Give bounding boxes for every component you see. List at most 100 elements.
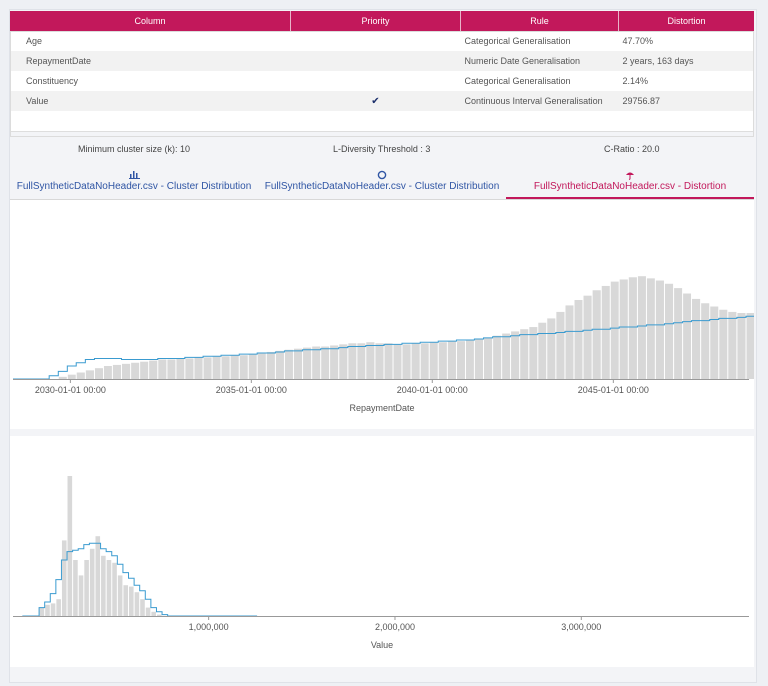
- tab-cluster-distribution-circle[interactable]: FullSyntheticDataNoHeader.csv - Cluster …: [258, 167, 506, 198]
- histogram-bar: [348, 343, 357, 379]
- histogram-bar: [484, 337, 493, 379]
- circle-icon: [258, 170, 506, 182]
- tab-label: FullSyntheticDataNoHeader.csv - Cluster …: [264, 181, 500, 192]
- histogram-bar: [129, 586, 134, 616]
- tab-distortion[interactable]: FullSyntheticDataNoHeader.csv - Distorti…: [506, 167, 754, 199]
- histogram-bar: [330, 345, 339, 379]
- histogram-bar: [185, 358, 194, 379]
- histogram-bar: [474, 338, 484, 379]
- histogram-bar: [637, 276, 646, 379]
- rule-cell: Categorical Generalisation: [464, 36, 571, 46]
- priority-cell[interactable]: [290, 51, 461, 71]
- table-row[interactable]: Constituency Categorical Generalisation …: [10, 71, 754, 91]
- histogram-bar: [619, 279, 628, 379]
- histogram-bar: [275, 350, 284, 379]
- rule-header[interactable]: Rule: [460, 11, 619, 31]
- x-tick-label: 2030-01-01 00:00: [35, 385, 106, 395]
- histogram-bar: [67, 374, 76, 379]
- histogram-bar: [465, 340, 474, 379]
- histogram-bar: [112, 364, 122, 379]
- histogram-bar: [56, 599, 61, 616]
- histogram-bar: [529, 327, 538, 379]
- histogram-bar: [411, 343, 420, 379]
- histogram-bar: [284, 349, 293, 379]
- tab-cluster-distribution-bar[interactable]: FullSyntheticDataNoHeader.csv - Cluster …: [10, 167, 258, 198]
- histogram-bar: [122, 363, 131, 379]
- histogram-bar: [664, 283, 674, 379]
- repayment-date-chart: 2030-01-01 00:00 2035-01-01 00:00 2040-01-…: [13, 276, 768, 413]
- priority-header[interactable]: Priority: [290, 11, 461, 31]
- histogram-bar: [158, 359, 167, 379]
- x-axis-title: RepaymentDate: [349, 403, 414, 413]
- priority-cell[interactable]: [291, 31, 461, 51]
- histogram-bar: [493, 335, 502, 379]
- table-empty-row: [10, 111, 754, 132]
- x-tick-label: 2040-01-01 00:00: [397, 385, 468, 395]
- priority-cell[interactable]: [291, 71, 461, 91]
- repayment-date-chart-panel: 2030-01-01 00:00 2035-01-01 00:00 2040-01-…: [10, 200, 768, 429]
- histogram-bar: [101, 555, 106, 616]
- histogram-bar: [145, 607, 151, 616]
- histogram-bar: [140, 599, 145, 616]
- histogram-bar: [375, 343, 384, 379]
- histogram-bar: [78, 575, 84, 616]
- histogram-bar: [45, 604, 50, 616]
- x-tick-label: 2045-01-01 00:00: [578, 385, 649, 395]
- histogram-bar: [547, 318, 556, 379]
- table-header-row: Column Priority Rule Distortion: [10, 11, 754, 31]
- histogram-bar: [683, 293, 692, 379]
- histogram-bar: [655, 280, 664, 379]
- priority-check-icon[interactable]: ✔: [290, 91, 461, 111]
- distortion-cell: 2 years, 163 days: [618, 51, 754, 71]
- histogram-bar: [134, 592, 140, 616]
- column-cell: Constituency: [26, 76, 79, 86]
- histogram-bar: [701, 303, 710, 379]
- histogram-bar: [339, 344, 348, 379]
- histogram-bar: [728, 311, 737, 379]
- histogram-bar: [384, 343, 393, 379]
- table-row[interactable]: Age Categorical Generalisation 47.70%: [10, 31, 754, 51]
- value-chart: 1,000,000 2,000,000 3,000,000 Value: [13, 476, 749, 650]
- x-tick-label: 3,000,000: [561, 622, 601, 632]
- histogram-bar: [117, 575, 123, 616]
- histogram-bar: [194, 357, 203, 379]
- histogram-bar: [156, 614, 162, 616]
- histogram-bar: [203, 357, 212, 379]
- table-row[interactable]: RepaymentDate Numeric Date Generalisatio…: [10, 51, 754, 71]
- c-ratio-stat: C-Ratio : 20.0: [604, 144, 660, 154]
- histogram-bar: [429, 342, 438, 379]
- x-tick-label: 1,000,000: [189, 622, 229, 632]
- histogram-bar: [73, 560, 78, 616]
- histogram-bar: [438, 342, 447, 379]
- histogram-bar: [257, 353, 266, 379]
- histogram-bar: [520, 329, 529, 379]
- column-header[interactable]: Column: [10, 11, 291, 31]
- histogram-bar: [112, 562, 117, 616]
- histogram-bar: [95, 536, 101, 616]
- distortion-header[interactable]: Distortion: [618, 11, 754, 31]
- histogram-bar: [103, 366, 112, 379]
- histogram-bar: [692, 298, 701, 379]
- histogram-bar: [674, 288, 683, 379]
- histogram-bar: [646, 278, 655, 379]
- histogram-bar: [710, 306, 719, 379]
- x-tick-label: 2,000,000: [375, 622, 415, 632]
- histogram-bar: [303, 347, 312, 379]
- histogram-bar: [212, 356, 221, 379]
- histogram-bar: [456, 341, 465, 379]
- histogram-bar: [85, 370, 94, 379]
- histogram-bar: [106, 560, 112, 616]
- histogram-bar: [556, 311, 565, 379]
- histogram-bar: [366, 342, 375, 379]
- histogram-bar: [357, 343, 366, 379]
- histogram-bar: [239, 355, 248, 379]
- histogram-bar: [321, 346, 330, 379]
- histogram-bar: [737, 312, 746, 379]
- histogram-bar: [628, 277, 637, 379]
- tab-bar: FullSyntheticDataNoHeader.csv - Cluster …: [10, 167, 754, 200]
- histogram-bar: [719, 309, 728, 379]
- table-row[interactable]: Value ✔ Continuous Interval Generalisati…: [10, 91, 754, 111]
- histogram-bar: [167, 359, 176, 379]
- histogram-bar: [84, 560, 89, 616]
